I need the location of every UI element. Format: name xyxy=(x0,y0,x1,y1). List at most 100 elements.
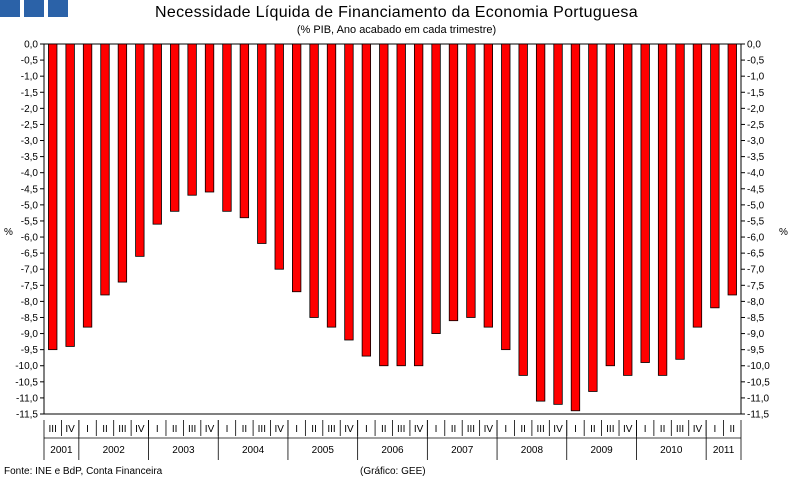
y-tick-label-right: -7,5 xyxy=(747,281,765,292)
bar xyxy=(413,43,424,367)
chart-subtitle: (% PIB, Ano acabado em cada trimestre) xyxy=(296,24,497,36)
bar xyxy=(657,43,668,376)
y-tick-label-left: -6,0 xyxy=(21,233,39,244)
y-tick-label-left: -3,0 xyxy=(21,136,39,147)
source-note: Fonte: INE e BdP, Conta Financeira xyxy=(4,466,163,477)
bar xyxy=(170,43,180,212)
quarter-label: III xyxy=(536,424,544,435)
bar xyxy=(257,43,267,244)
y-tick-label-left: -1,0 xyxy=(21,72,39,83)
y-tick-label-right: -7,0 xyxy=(747,265,765,276)
quarter-label: II xyxy=(520,424,526,435)
y-tick-label-left: -9,0 xyxy=(21,329,39,340)
quarter-label: II xyxy=(242,424,248,435)
y-tick-label-right: -10,0 xyxy=(747,361,770,372)
year-label: 2003 xyxy=(172,445,195,456)
quarter-label: III xyxy=(327,424,335,435)
y-tick-label-right: -11,0 xyxy=(747,393,769,404)
y-tick-label-left: -5,5 xyxy=(21,216,39,227)
quarter-label: IV xyxy=(414,424,424,435)
year-label: 2011 xyxy=(713,445,735,456)
quarter-label: IV xyxy=(693,424,703,435)
bar xyxy=(588,43,598,392)
quarter-label: IV xyxy=(65,424,75,435)
y-tick-label-right: -3,0 xyxy=(747,136,765,147)
bar xyxy=(100,43,110,296)
y-tick-label-right: 0,0 xyxy=(747,40,761,51)
logo-block xyxy=(0,0,20,17)
y-tick-label-left: 0,0 xyxy=(24,40,38,51)
y-tick-label-right: -2,5 xyxy=(747,120,765,131)
y-tick-label-left: -8,5 xyxy=(21,313,39,324)
y-tick-label-right: -1,0 xyxy=(747,72,765,83)
bar xyxy=(431,43,441,334)
bar xyxy=(535,43,546,402)
bar xyxy=(727,43,737,296)
bar xyxy=(292,43,302,293)
quarter-label: II xyxy=(451,424,457,435)
bar xyxy=(82,43,93,328)
quarter-label: IV xyxy=(135,424,145,435)
logo-block xyxy=(24,0,44,17)
year-label: 2008 xyxy=(521,445,544,456)
bar xyxy=(623,43,633,376)
quarter-label: III xyxy=(606,424,614,435)
y-tick-label-right: -3,5 xyxy=(747,152,765,163)
bar xyxy=(675,43,685,360)
bar xyxy=(204,43,215,193)
y-tick-label-right: -8,5 xyxy=(747,313,765,324)
y-tick-label-left: -4,0 xyxy=(21,168,39,179)
bar xyxy=(135,43,145,257)
bar xyxy=(274,43,284,270)
quarter-label: II xyxy=(102,424,108,435)
y-tick-label-right: -6,0 xyxy=(747,233,765,244)
quarter-label: I xyxy=(644,424,647,435)
year-label: 2004 xyxy=(242,445,265,456)
quarter-label: II xyxy=(311,424,317,435)
y-tick-label-right: -4,5 xyxy=(747,184,765,195)
quarter-label: III xyxy=(676,424,684,435)
y-tick-label-left: -8,0 xyxy=(21,297,39,308)
bar xyxy=(117,43,128,283)
bar xyxy=(326,43,337,328)
bar xyxy=(239,43,250,219)
year-label: 2001 xyxy=(50,445,73,456)
credit-note: (Gráfico: GEE) xyxy=(360,466,426,477)
quarter-label: I xyxy=(574,424,577,435)
quarter-label: I xyxy=(295,424,298,435)
y-tick-label-left: -2,0 xyxy=(21,104,39,115)
bar xyxy=(553,43,563,405)
quarter-label: I xyxy=(86,424,89,435)
quarter-label: III xyxy=(467,424,475,435)
bar xyxy=(344,43,354,341)
quarter-label: IV xyxy=(275,424,285,435)
y-tick-label-left: -4,5 xyxy=(21,184,39,195)
y-tick-label-right: -0,5 xyxy=(747,56,765,67)
quarter-label: IV xyxy=(484,424,494,435)
y-tick-label-right: -9,0 xyxy=(747,329,765,340)
quarter-label: I xyxy=(226,424,229,435)
quarter-label: IV xyxy=(553,424,563,435)
bar xyxy=(65,43,75,347)
plot-frame xyxy=(43,43,742,415)
year-label: 2006 xyxy=(381,445,404,456)
quarter-label: II xyxy=(730,424,736,435)
bar xyxy=(518,43,528,376)
chart-title: Necessidade Líquida de Financiamento da … xyxy=(155,4,638,21)
brand-logo xyxy=(0,0,68,17)
y-tick-label-left: -6,5 xyxy=(21,249,39,260)
logo-block xyxy=(48,0,68,17)
quarter-label: II xyxy=(660,424,666,435)
quarter-label: III xyxy=(188,424,196,435)
y-tick-label-left: -3,5 xyxy=(21,152,39,163)
quarter-label: II xyxy=(381,424,387,435)
y-axis-label-right: % xyxy=(779,227,788,238)
bar xyxy=(222,43,232,212)
quarter-label: IV xyxy=(344,424,354,435)
y-tick-label-right: -4,0 xyxy=(747,168,765,179)
bar xyxy=(396,43,406,367)
y-tick-label-left: -10,5 xyxy=(15,377,38,388)
y-tick-label-left: -2,5 xyxy=(21,120,39,131)
year-label: 2007 xyxy=(451,445,474,456)
quarter-label: II xyxy=(172,424,178,435)
